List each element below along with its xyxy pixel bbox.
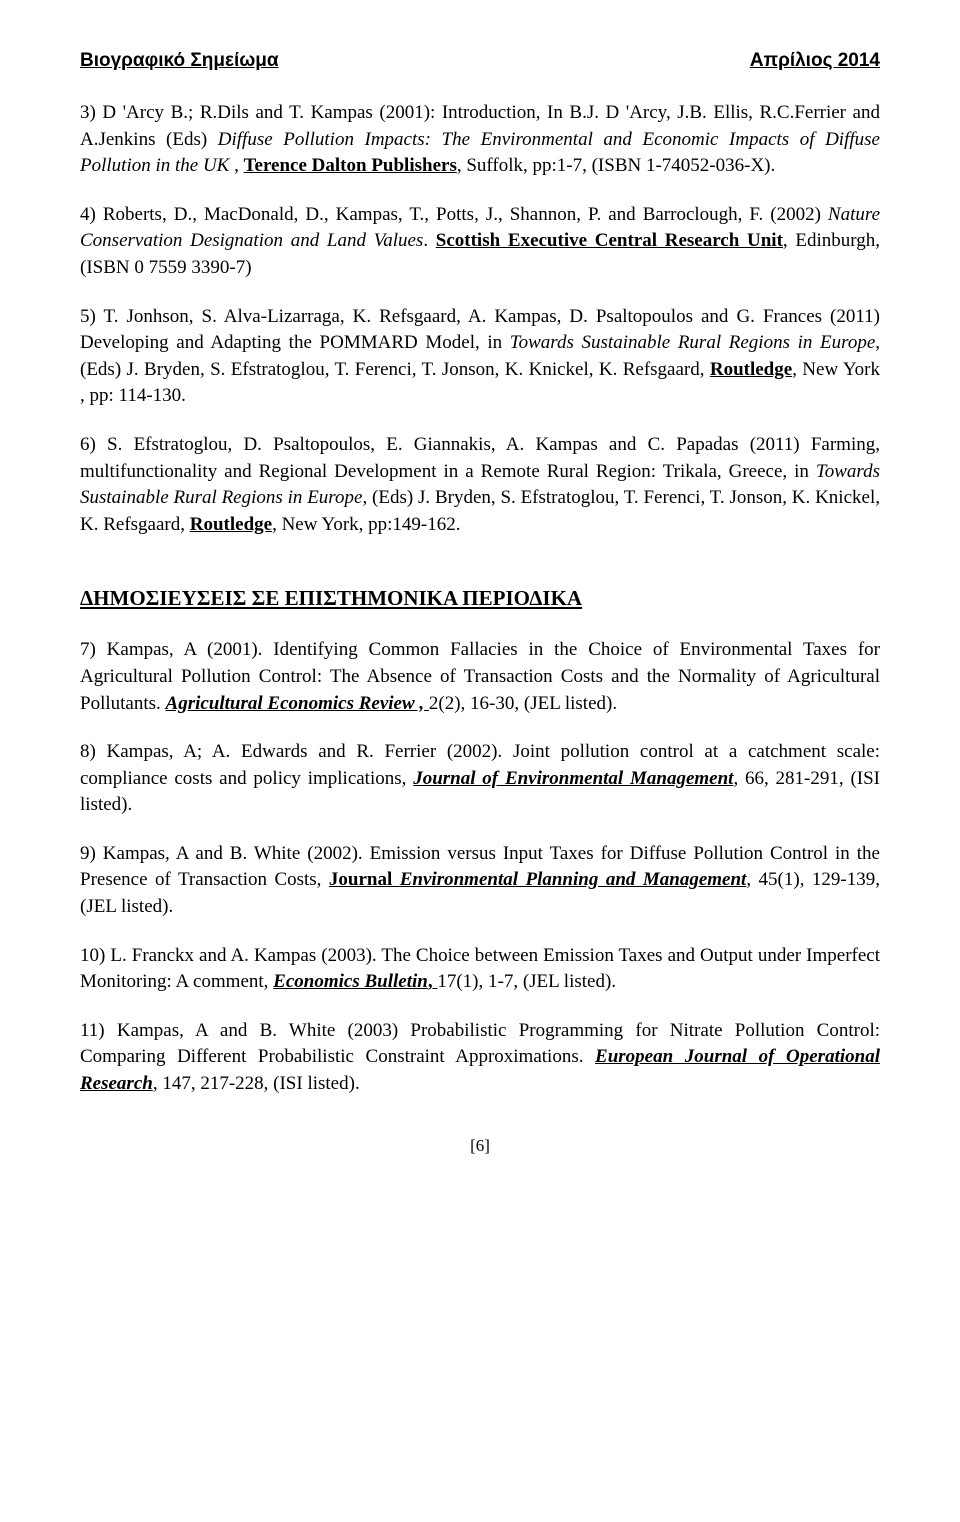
reference-entry-7: 7) Kampas, A (2001). Identifying Common …	[80, 637, 880, 717]
reference-entry-6: 6) S. Efstratoglou, D. Psaltopoulos, E. …	[80, 432, 880, 538]
entry-journal: Agricultural Economics Review ,	[166, 693, 429, 714]
entry-tail: 2(2), 16-30, (JEL listed).	[429, 693, 617, 714]
document-page: Βιογραφικό Σημείωμα Απρίλιος 2014 3) D '…	[0, 0, 960, 1196]
reference-entry-9: 9) Kampas, A and B. White (2002). Emissi…	[80, 841, 880, 921]
reference-entry-5: 5) T. Jonhson, S. Alva-Lizarraga, K. Ref…	[80, 304, 880, 410]
entry-journal: Journal of Environmental Management	[413, 768, 733, 789]
reference-entry-8: 8) Kampas, A; A. Edwards and R. Ferrier …	[80, 739, 880, 819]
header-left: Βιογραφικό Σημείωμα	[80, 50, 279, 72]
entry-publisher: Terence Dalton Publishers	[244, 155, 457, 176]
entry-journal: Economics Bulletin	[273, 971, 428, 992]
entry-tail: , Suffolk, pp:1-7, (ISBN 1-74052-036-X).	[457, 155, 775, 176]
entry-publisher: Routledge	[190, 514, 272, 535]
reference-entry-4: 4) Roberts, D., MacDonald, D., Kampas, T…	[80, 202, 880, 282]
entry-tail: , 147, 217-228, (ISI listed).	[153, 1073, 360, 1094]
entry-journal-italic: Environmental Planning and Management	[400, 869, 747, 890]
entry-publisher: Scottish Executive Central Research Unit	[436, 230, 783, 251]
entry-tail: 17(1), 1-7, (JEL listed).	[437, 971, 616, 992]
entry-title-italic: Towards Sustainable Rural Regions in Eur…	[510, 332, 875, 353]
reference-entry-10: 10) L. Franckx and A. Kampas (2003). The…	[80, 943, 880, 996]
section-heading-journals: ΔΗΜΟΣΙΕΥΣΕΙΣ ΣΕ ΕΠΙΣΤΗΜΟΝΙΚΑ ΠΕΡΙΟΔΙΚΑ	[80, 586, 880, 611]
entry-journal-plain: Journal	[329, 869, 400, 890]
reference-entry-3: 3) D 'Arcy B.; R.Dils and T. Kampas (200…	[80, 100, 880, 180]
entry-lead: 4) Roberts, D., MacDonald, D., Kampas, T…	[80, 204, 828, 225]
entry-tail: , New York, pp:149-162.	[272, 514, 460, 535]
reference-entry-11: 11) Kampas, A and B. White (2003) Probab…	[80, 1018, 880, 1098]
entry-tail-u: ,	[428, 971, 438, 992]
entry-mid: ,	[234, 155, 244, 176]
entry-lead: 6) S. Efstratoglou, D. Psaltopoulos, E. …	[80, 434, 880, 482]
page-header: Βιογραφικό Σημείωμα Απρίλιος 2014	[80, 50, 880, 72]
entry-publisher: Routledge	[710, 359, 792, 380]
entry-mid: .	[423, 230, 435, 251]
header-right: Απρίλιος 2014	[750, 50, 880, 72]
page-number: [6]	[80, 1136, 880, 1156]
